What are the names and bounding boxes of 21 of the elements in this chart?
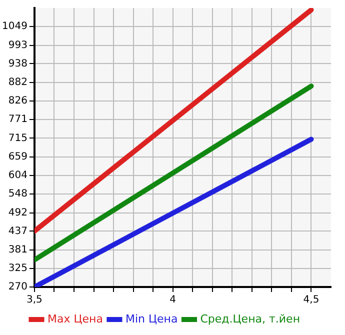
y-tick-label: 1049: [2, 21, 28, 32]
x-tick-label: 3,5: [26, 294, 42, 306]
x-tick-label: 4,5: [303, 294, 320, 306]
y-tick-label: 270: [8, 282, 28, 293]
y-tick-label: 938: [8, 58, 28, 70]
y-tick-label: 604: [8, 170, 28, 181]
y-tick-label: 492: [8, 207, 28, 218]
y-tick-label: 771: [8, 114, 28, 126]
legend-label: Min Цена: [125, 312, 178, 326]
y-tick-label: 659: [8, 152, 28, 163]
legend-label: Max Цена: [47, 312, 103, 326]
y-tick-label: 993: [8, 40, 28, 51]
y-tick-label: 437: [8, 226, 28, 237]
y-tick-label: 715: [8, 132, 28, 144]
y-tick-label: 882: [8, 77, 28, 88]
x-tick-label: 4: [170, 294, 176, 306]
legend-label: Сред.Цена, т.йен: [200, 312, 300, 326]
y-tick-label: 548: [8, 188, 28, 200]
y-tick-label: 381: [8, 244, 28, 256]
y-tick-label: 826: [8, 96, 28, 107]
y-tick-label: 325: [8, 263, 28, 274]
